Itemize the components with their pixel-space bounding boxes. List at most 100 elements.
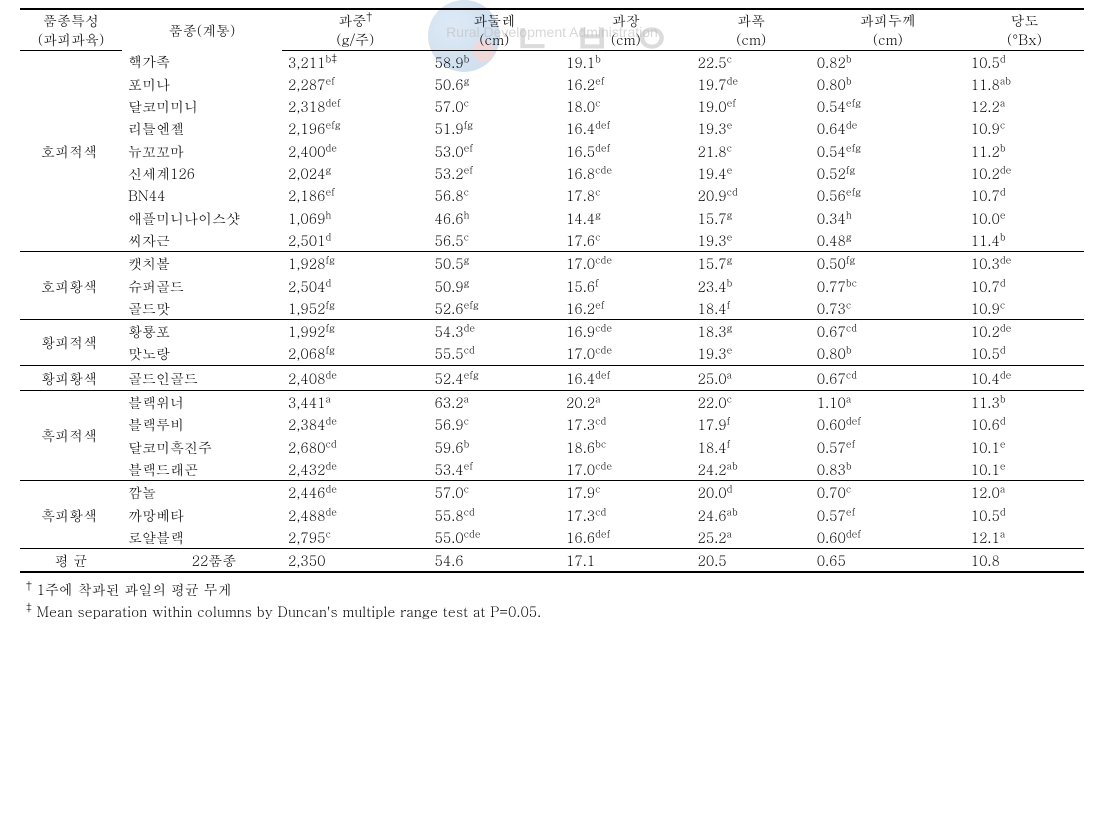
th-thick-a: 과피두께	[811, 9, 965, 30]
table-cell: 53.4ef	[429, 458, 561, 481]
table-cell: 56.5c	[429, 229, 561, 252]
table-cell: 55.0cde	[429, 526, 561, 549]
table-cell: 10.2de	[965, 162, 1084, 184]
table-cell: 10.3de	[965, 252, 1084, 275]
table-cell: 16.2ef	[560, 297, 692, 320]
table-cell: 18.4f	[692, 436, 811, 458]
cultivar-name: 달코미흑진주	[122, 436, 282, 458]
footnote-2: ‡ Mean separation within columns by Dunc…	[26, 601, 1084, 621]
dagger-t: †	[366, 9, 372, 23]
table-row: 맛노랑2,068fg55.5cd17.0cde19.3e0.80b10.5d	[20, 342, 1084, 365]
table-cell: 0.80b	[811, 342, 965, 365]
table-cell: 1,992fg	[282, 320, 429, 343]
table-cell: 56.9c	[429, 413, 561, 435]
table-cell: 55.8cd	[429, 504, 561, 526]
table-cell: 16.6def	[560, 526, 692, 549]
cultivar-name: 포미나	[122, 73, 282, 95]
table-cell: 16.4def	[560, 117, 692, 139]
table-cell: 46.6h	[429, 207, 561, 229]
table-cell: 2,432de	[282, 458, 429, 481]
th-cultivar-label: 품종(계통)	[169, 20, 236, 40]
table-cell: 14.4g	[560, 207, 692, 229]
table-row: 황피적색황룡포1,992fg54.3de16.9cde18.3g0.67cd10…	[20, 320, 1084, 343]
th-circ-b: (cm)	[429, 30, 561, 50]
table-cell: 0.64de	[811, 117, 965, 139]
table-cell: 0.70c	[811, 481, 965, 504]
table-row: 흑피적색블랙위너3,441a63.2a20.2a22.0c1.10a11.3b	[20, 391, 1084, 414]
table-cell: 3,441a	[282, 391, 429, 414]
cultivar-name: 애플미니나이스샷	[122, 207, 282, 229]
table-cell: 16.2ef	[560, 73, 692, 95]
table-cell: 17.0cde	[560, 252, 692, 275]
cultivar-name: 씨자근	[122, 229, 282, 252]
th-trait-a: 품종특성	[20, 9, 122, 30]
table-cell: 59.6b	[429, 436, 561, 458]
table-cell: 0.67cd	[811, 320, 965, 343]
table-cell: 10.4de	[965, 365, 1084, 390]
table-row: 블랙드래곤2,432de53.4ef17.0cde24.2ab0.83b10.1…	[20, 458, 1084, 481]
table-cell: 57.0c	[429, 481, 561, 504]
table-cell: 2,350	[282, 549, 429, 573]
table-cell: 23.4b	[692, 275, 811, 297]
table-cell: 2,408de	[282, 365, 429, 390]
table-row: 포미나2,287ef50.6g16.2ef19.7de0.80b11.8ab	[20, 73, 1084, 95]
group-label: 황피적색	[20, 320, 122, 366]
footnote-1-text: 1주에 착과된 과일의 평균 무게	[32, 579, 232, 599]
table-cell: 10.8	[965, 549, 1084, 573]
table-cell: 16.5def	[560, 140, 692, 162]
cultivar-name: 골드인골드	[122, 365, 282, 390]
data-table: 품종특성 품종(계통) 과중† 과둘레 과장 과폭 과피두께 당도 (과피과육)…	[20, 8, 1084, 573]
table-cell: 0.54efg	[811, 140, 965, 162]
footnotes: † 1주에 착과된 과일의 평균 무게 ‡ Mean separation wi…	[20, 579, 1084, 621]
table-cell: 0.48g	[811, 229, 965, 252]
group-label: 호피황색	[20, 252, 122, 320]
table-cell: 53.2ef	[429, 162, 561, 184]
table-cell: 0.52fg	[811, 162, 965, 184]
table-cell: 2,024g	[282, 162, 429, 184]
average-row: 평 균22품종2,35054.617.120.50.6510.8	[20, 549, 1084, 573]
cultivar-name: 뉴꼬꼬마	[122, 140, 282, 162]
table-cell: 16.9cde	[560, 320, 692, 343]
group-label: 흑피적색	[20, 391, 122, 481]
table-cell: 19.7de	[692, 73, 811, 95]
table-cell: 17.9f	[692, 413, 811, 435]
table-cell: 10.5d	[965, 50, 1084, 73]
table-cell: 10.1e	[965, 458, 1084, 481]
table-row: 달코미흑진주2,680cd59.6b18.6bc18.4f0.57ef10.1e	[20, 436, 1084, 458]
table-cell: 55.5cd	[429, 342, 561, 365]
table-cell: 25.0a	[692, 365, 811, 390]
table-row: 신세계1262,024g53.2ef16.8cde19.4e0.52fg10.2…	[20, 162, 1084, 184]
table-row: 애플미니나이스샷1,069h46.6h14.4g15.7g0.34h10.0e	[20, 207, 1084, 229]
table-cell: 18.3g	[692, 320, 811, 343]
table-cell: 17.0cde	[560, 342, 692, 365]
th-weight-label: 과중	[338, 10, 366, 30]
group-label: 황피황색	[20, 365, 122, 390]
table-cell: 54.6	[429, 549, 561, 573]
cultivar-name: 블랙드래곤	[122, 458, 282, 481]
th-wid-a: 과폭	[692, 9, 811, 30]
table-cell: 2,318def	[282, 95, 429, 117]
table-cell: 17.0cde	[560, 458, 692, 481]
table-cell: 15.7g	[692, 207, 811, 229]
table-row: 씨자근2,501d56.5c17.6c19.3e0.48g11.4b	[20, 229, 1084, 252]
table-cell: 11.2b	[965, 140, 1084, 162]
table-cell: 58.9b	[429, 50, 561, 73]
table-cell: 0.56efg	[811, 184, 965, 206]
table-cell: 10.5d	[965, 504, 1084, 526]
th-circ-a: 과둘레	[429, 9, 561, 30]
table-cell: 52.4efg	[429, 365, 561, 390]
table-cell: 10.0e	[965, 207, 1084, 229]
table-cell: 2,446de	[282, 481, 429, 504]
table-cell: 17.3cd	[560, 413, 692, 435]
table-cell: 20.2a	[560, 391, 692, 414]
table-cell: 2,488de	[282, 504, 429, 526]
table-cell: 19.0ef	[692, 95, 811, 117]
cultivar-name: 블랙루비	[122, 413, 282, 435]
table-cell: 2,384de	[282, 413, 429, 435]
table-cell: 10.5d	[965, 342, 1084, 365]
table-cell: 18.0c	[560, 95, 692, 117]
th-weight-a: 과중†	[282, 9, 429, 30]
table-cell: 10.9c	[965, 117, 1084, 139]
table-cell: 0.73c	[811, 297, 965, 320]
table-cell: 0.50fg	[811, 252, 965, 275]
